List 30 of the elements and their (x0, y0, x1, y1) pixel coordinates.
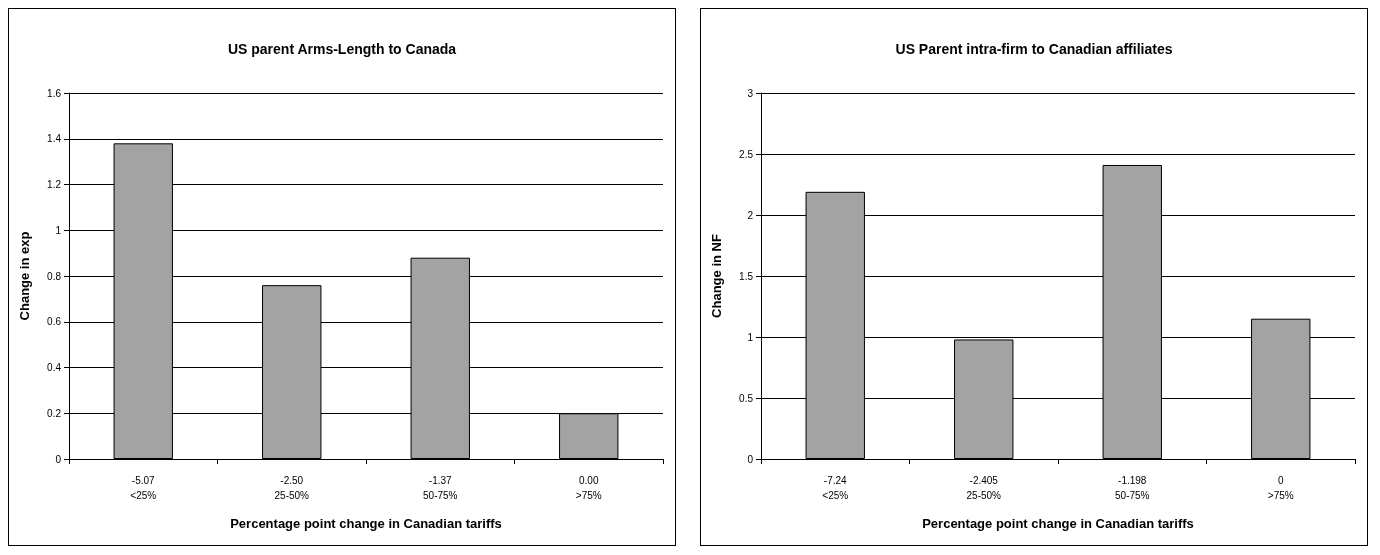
y-tick-label: 2 (747, 209, 754, 221)
y-tick-label: 1.6 (47, 87, 62, 99)
x-axis-title: Percentage point change in Canadian tariffs (230, 516, 502, 531)
x-tick-label: -1.198 50-75% (1115, 475, 1150, 501)
y-tick-label: 1.4 (47, 133, 62, 145)
y-tick-label: 3 (747, 87, 754, 99)
y-axis-title: Change in NF (709, 234, 724, 318)
chart-title: US Parent intra-firm to Canadian affiliates (895, 41, 1173, 57)
x-tick-label: -7.24 <25% (822, 475, 849, 501)
y-tick-label: 1 (55, 224, 62, 236)
y-tick-label: 1.2 (47, 179, 62, 190)
y-tick-label: 0.4 (47, 362, 62, 373)
y-tick-label: 1 (747, 331, 754, 343)
y-tick-label: 2.5 (739, 148, 754, 160)
x-tick-label: -1.37 50-75% (423, 475, 458, 501)
y-axis-title: Change in exp (17, 231, 32, 321)
y-tick-label: 0.6 (47, 316, 62, 328)
y-tick-label: 0 (55, 453, 62, 465)
y-tick-label: 0.8 (47, 270, 62, 282)
x-axis-title: Percentage point change in Canadian tariffs (922, 516, 1194, 531)
y-tick-label: 0.2 (47, 407, 62, 419)
chart-title: US parent Arms-Length to Canada (227, 41, 457, 57)
x-tick-label: 0.00 >75% (575, 475, 602, 501)
x-tick-label: -2.405 25-50% (966, 475, 1002, 501)
x-tick-label: -2.50 25-50% (274, 475, 310, 501)
x-tick-label: 0 >75% (1267, 475, 1294, 501)
y-tick-label: 1.5 (739, 270, 754, 282)
y-tick-label: 0.5 (739, 392, 754, 404)
x-tick-label: -5.07 <25% (130, 475, 157, 501)
y-tick-label: 0 (747, 453, 754, 465)
